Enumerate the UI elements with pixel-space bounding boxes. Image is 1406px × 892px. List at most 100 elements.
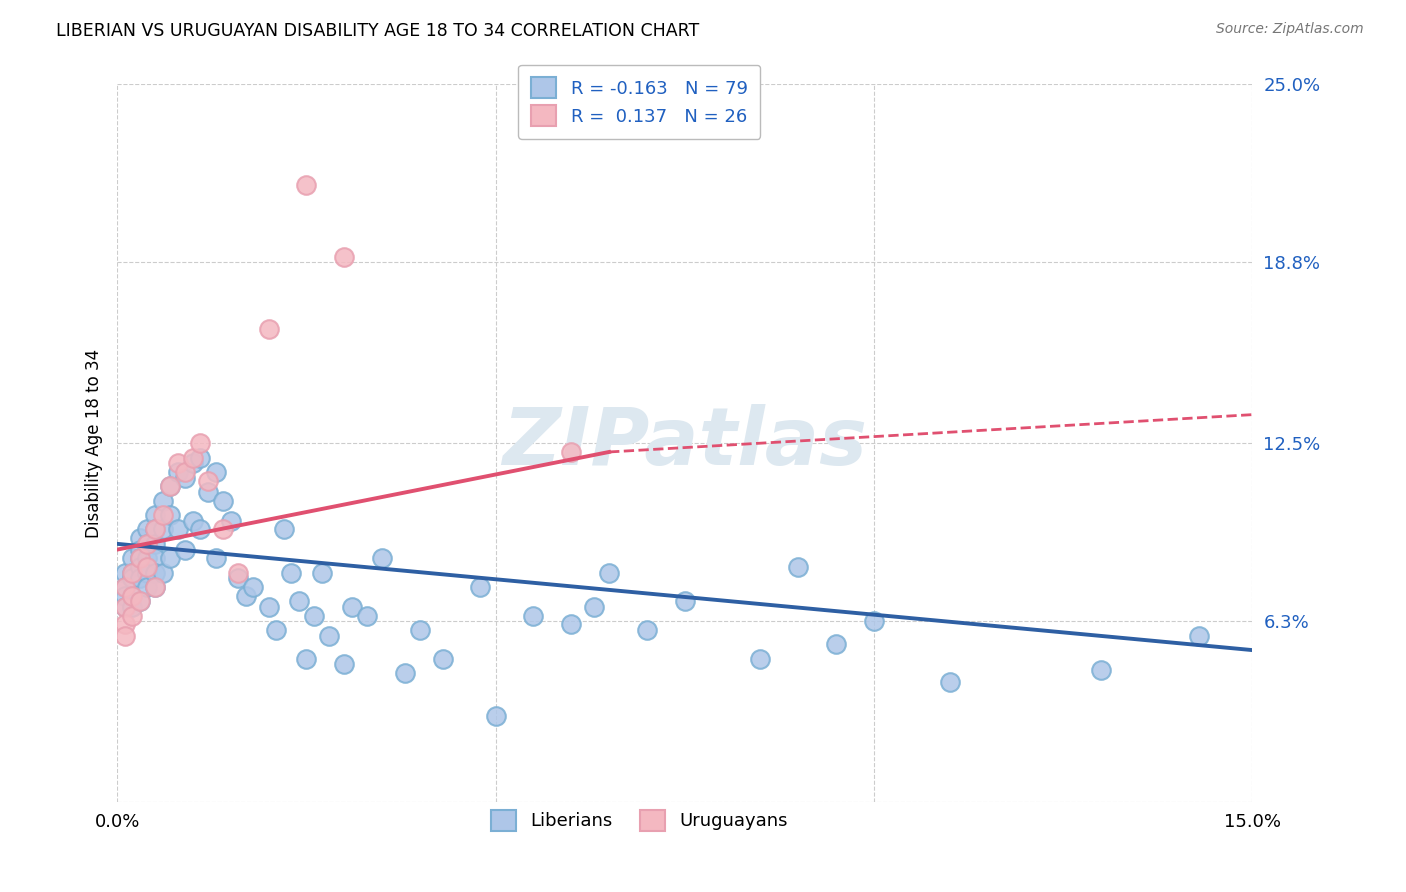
Point: [311, 566, 333, 580]
Point: [280, 566, 302, 580]
Point: [128, 571, 150, 585]
Point: [212, 493, 235, 508]
Point: [560, 445, 582, 459]
Point: [787, 559, 810, 574]
Point: [128, 559, 150, 574]
Point: [181, 450, 204, 465]
Point: [114, 566, 136, 580]
Point: [143, 508, 166, 523]
Point: [121, 589, 143, 603]
Point: [121, 571, 143, 585]
Point: [121, 551, 143, 566]
Point: [114, 617, 136, 632]
Point: [190, 523, 212, 537]
Point: [636, 623, 658, 637]
Point: [136, 566, 159, 580]
Point: [938, 674, 960, 689]
Point: [235, 589, 257, 603]
Point: [394, 666, 416, 681]
Point: [166, 523, 188, 537]
Point: [114, 600, 136, 615]
Point: [295, 651, 318, 665]
Point: [302, 608, 325, 623]
Point: [190, 436, 212, 450]
Point: [159, 551, 181, 566]
Point: [114, 600, 136, 615]
Point: [318, 629, 340, 643]
Point: [409, 623, 432, 637]
Point: [333, 250, 356, 264]
Point: [136, 537, 159, 551]
Point: [143, 523, 166, 537]
Point: [114, 589, 136, 603]
Point: [159, 508, 181, 523]
Point: [204, 551, 226, 566]
Point: [264, 623, 287, 637]
Point: [197, 485, 219, 500]
Point: [257, 321, 280, 335]
Point: [121, 566, 143, 580]
Point: [181, 514, 204, 528]
Legend: Liberians, Uruguayans: Liberians, Uruguayans: [478, 797, 800, 844]
Point: [356, 608, 378, 623]
Point: [159, 479, 181, 493]
Point: [204, 465, 226, 479]
Point: [121, 600, 143, 615]
Point: [136, 559, 159, 574]
Point: [522, 608, 544, 623]
Point: [242, 580, 264, 594]
Point: [484, 709, 506, 723]
Point: [136, 551, 159, 566]
Point: [136, 580, 159, 594]
Point: [159, 479, 181, 493]
Point: [143, 580, 166, 594]
Point: [219, 514, 242, 528]
Point: [273, 523, 295, 537]
Point: [749, 651, 772, 665]
Point: [128, 594, 150, 608]
Point: [582, 600, 605, 615]
Point: [863, 615, 886, 629]
Point: [152, 508, 174, 523]
Point: [136, 523, 159, 537]
Point: [197, 474, 219, 488]
Point: [128, 531, 150, 545]
Point: [673, 594, 696, 608]
Point: [295, 178, 318, 192]
Point: [143, 551, 166, 566]
Text: Source: ZipAtlas.com: Source: ZipAtlas.com: [1216, 22, 1364, 37]
Point: [143, 566, 166, 580]
Point: [226, 566, 249, 580]
Point: [598, 566, 620, 580]
Point: [114, 580, 136, 594]
Text: LIBERIAN VS URUGUAYAN DISABILITY AGE 18 TO 34 CORRELATION CHART: LIBERIAN VS URUGUAYAN DISABILITY AGE 18 …: [56, 22, 700, 40]
Point: [257, 600, 280, 615]
Point: [288, 594, 311, 608]
Text: ZIPatlas: ZIPatlas: [502, 404, 868, 483]
Point: [114, 580, 136, 594]
Point: [143, 537, 166, 551]
Point: [128, 551, 150, 566]
Point: [1090, 663, 1112, 677]
Point: [121, 566, 143, 580]
Point: [166, 457, 188, 471]
Point: [371, 551, 394, 566]
Point: [181, 457, 204, 471]
Point: [174, 465, 197, 479]
Point: [143, 523, 166, 537]
Point: [333, 657, 356, 672]
Point: [143, 580, 166, 594]
Point: [470, 580, 492, 594]
Y-axis label: Disability Age 18 to 34: Disability Age 18 to 34: [86, 349, 103, 538]
Point: [174, 471, 197, 485]
Point: [174, 542, 197, 557]
Point: [166, 465, 188, 479]
Point: [121, 589, 143, 603]
Point: [128, 551, 150, 566]
Point: [136, 537, 159, 551]
Point: [152, 566, 174, 580]
Point: [121, 608, 143, 623]
Point: [152, 523, 174, 537]
Point: [432, 651, 454, 665]
Point: [340, 600, 363, 615]
